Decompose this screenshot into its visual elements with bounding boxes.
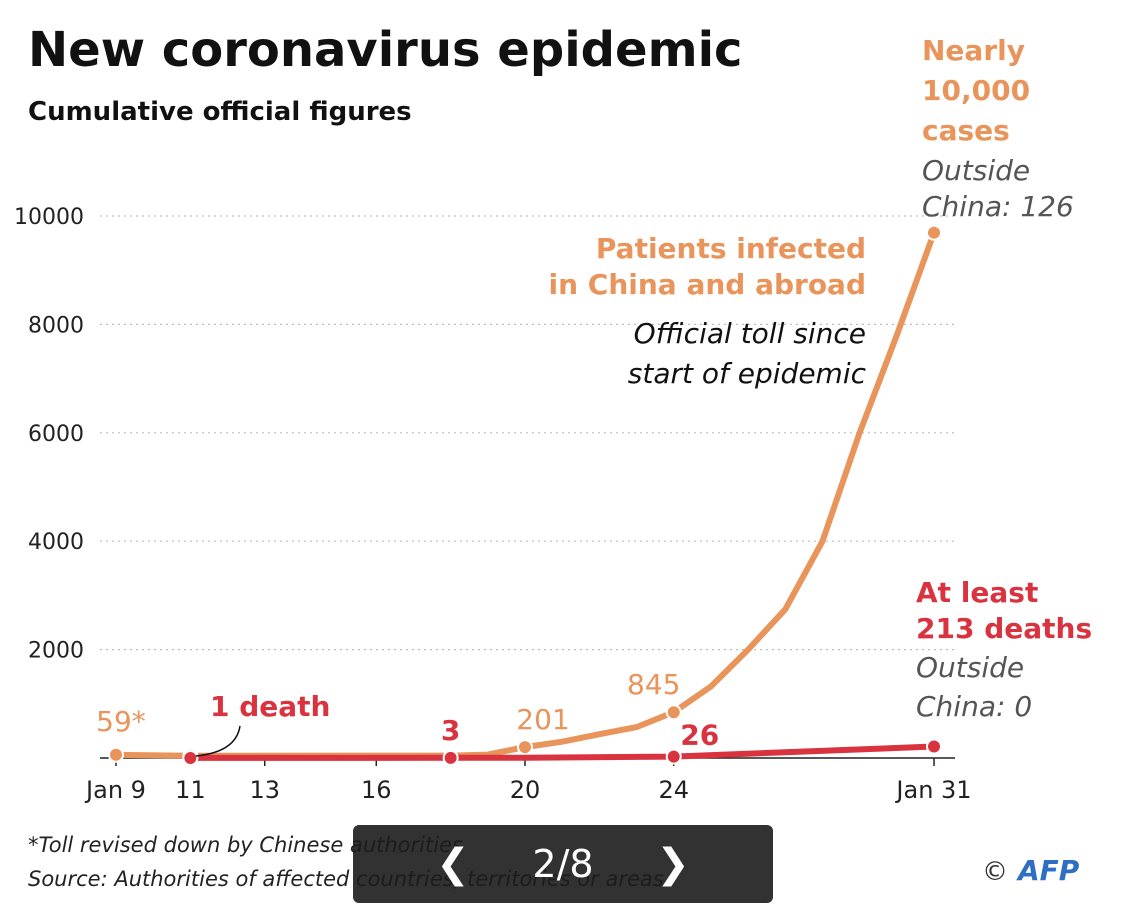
copyright-symbol: ©	[982, 857, 1008, 887]
cases-data-label: 845	[627, 668, 680, 701]
infected-label-line-2: in China and abroad	[549, 268, 866, 301]
deaths-outside-line-1: Outside	[916, 651, 1024, 684]
first-death-leader-line	[195, 725, 241, 757]
x-tick-label: 11	[175, 776, 206, 804]
deaths-total-line-2: 213 deaths	[916, 612, 1092, 645]
x-tick-label: 16	[361, 776, 392, 804]
deaths-total-line-1: At least	[916, 576, 1038, 609]
cases-data-point	[665, 704, 682, 721]
cases-data-point	[108, 746, 124, 763]
x-axis: Jan 9 11 13 16 20 24 Jan 31	[84, 758, 972, 804]
y-tick-label: 8000	[28, 313, 84, 338]
next-arrow-icon[interactable]: ❯	[656, 841, 690, 887]
cases-line	[113, 229, 937, 759]
cases-data-label: 201	[516, 703, 569, 736]
first-death-label: 1 death	[210, 690, 330, 723]
deaths-data-point	[182, 749, 199, 766]
gallery-pager: ❮ 2/8 ❯	[353, 825, 773, 903]
y-axis: 10000 8000 6000 4000 2000	[14, 205, 84, 664]
x-tick-label: Jan 31	[894, 776, 971, 804]
deaths-data-label: 26	[680, 719, 719, 752]
afp-logo: AFP	[1016, 854, 1080, 887]
gridlines	[100, 215, 955, 651]
x-tick-label: 13	[249, 776, 280, 804]
cases-outside-line-1: Outside	[922, 154, 1030, 187]
cases-total-line-2: 10,000	[922, 74, 1030, 107]
previous-arrow-icon[interactable]: ❮	[436, 841, 470, 887]
x-tick-label: 20	[510, 776, 541, 804]
toll-label-line-1: Official toll since	[634, 317, 866, 350]
cases-data-point	[517, 739, 533, 756]
y-tick-label: 10000	[14, 205, 84, 230]
deaths-data-point	[926, 738, 942, 755]
series-layer: 59* 201 845 3 26	[96, 224, 942, 766]
cases-data-point	[926, 224, 942, 241]
y-tick-label: 6000	[28, 422, 84, 447]
deaths-data-point	[442, 749, 459, 766]
toll-label-line-2: start of epidemic	[628, 357, 867, 390]
deaths-data-label: 3	[441, 714, 460, 747]
chart-title: New coronavirus epidemic	[28, 22, 743, 78]
deaths-data-point	[665, 748, 682, 765]
y-tick-label: 2000	[28, 639, 84, 664]
deaths-line	[187, 743, 937, 761]
y-tick-label: 4000	[28, 530, 84, 555]
deaths-outside-line-2: China: 0	[916, 690, 1032, 723]
cases-data-label: 59*	[96, 705, 146, 738]
cases-outside-line-2: China: 126	[922, 190, 1074, 223]
x-tick-label: Jan 9	[84, 776, 146, 804]
page-counter: 2/8	[532, 842, 594, 886]
cases-total-line-3: cases	[922, 114, 1010, 147]
infected-label-line-1: Patients infected	[596, 232, 866, 265]
cases-total-line-1: Nearly	[922, 34, 1025, 67]
x-tick-label: 24	[658, 776, 689, 804]
chart-subtitle: Cumulative official figures	[28, 97, 412, 127]
